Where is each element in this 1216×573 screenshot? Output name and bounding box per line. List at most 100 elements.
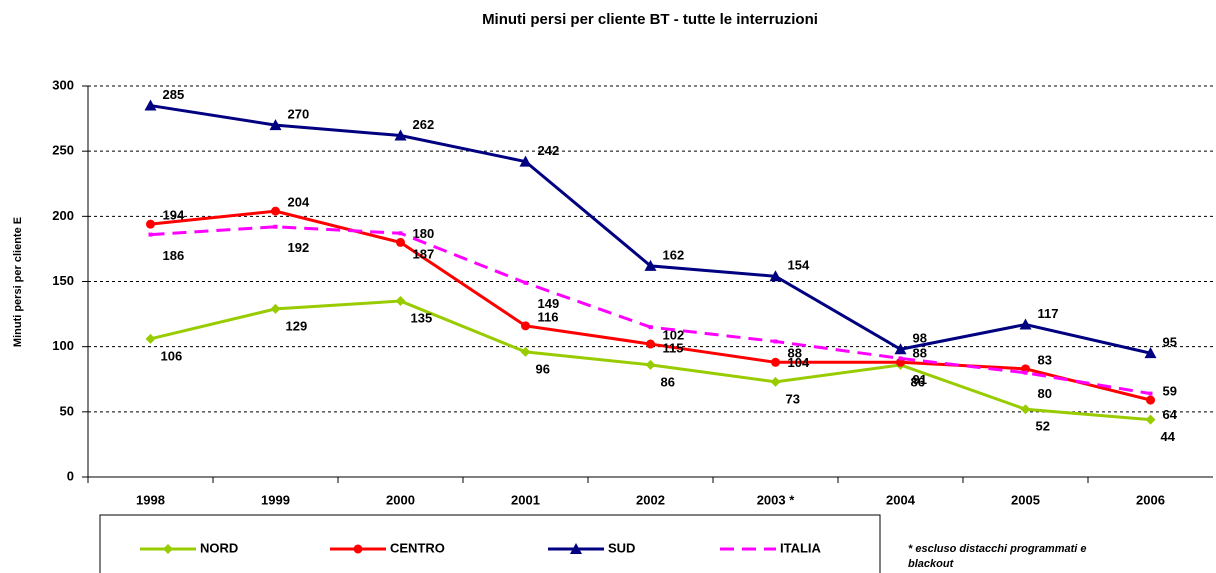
- data-label: 73: [786, 391, 800, 406]
- data-label: 91: [913, 372, 927, 387]
- data-point: [395, 296, 406, 307]
- footnote-line: blackout: [908, 558, 955, 570]
- x-tick-label: 1998: [136, 492, 165, 507]
- legend-label: NORD: [200, 540, 238, 555]
- data-point: [1145, 414, 1156, 425]
- data-point: [269, 119, 282, 131]
- data-point: [644, 259, 657, 271]
- data-point: [394, 129, 407, 141]
- data-point: [1020, 404, 1031, 415]
- x-tick-label: 2004: [886, 492, 916, 507]
- data-label: 86: [911, 374, 925, 389]
- y-tick-label: 200: [52, 208, 74, 223]
- data-label: 129: [286, 318, 308, 333]
- data-label: 154: [788, 258, 810, 273]
- legend-marker: [353, 544, 363, 554]
- y-axis-label: Minuti persi per cliente E: [12, 217, 24, 347]
- data-label: 149: [538, 296, 560, 311]
- legend-marker: [163, 544, 173, 554]
- data-label: 135: [411, 310, 433, 325]
- footnote-line: * escluso distacchi programmati e: [908, 543, 1087, 555]
- data-point: [894, 343, 907, 355]
- data-label: 194: [163, 208, 185, 223]
- legend-label: ITALIA: [780, 540, 822, 555]
- footnote: * escluso distacchi programmati e blackou…: [908, 543, 1087, 570]
- data-point: [769, 270, 782, 282]
- data-point: [1148, 391, 1153, 396]
- x-tick-label: 2002: [636, 492, 665, 507]
- legend-box: [99, 514, 881, 573]
- data-point: [770, 376, 781, 387]
- data-label: 180: [413, 226, 435, 241]
- data-label: 83: [1038, 352, 1052, 367]
- data-label: 285: [163, 87, 185, 102]
- data-label: 242: [538, 143, 560, 158]
- y-tick-label: 50: [60, 403, 74, 418]
- data-point: [270, 303, 281, 314]
- data-label: 80: [1038, 386, 1052, 401]
- legend-label: SUD: [608, 540, 635, 555]
- data-label: 96: [536, 361, 550, 376]
- x-tick-label: 2003 *: [757, 492, 796, 507]
- y-tick-label: 150: [52, 273, 74, 288]
- x-tick-label: 1999: [261, 492, 290, 507]
- data-label: 88: [913, 346, 927, 361]
- series-line: [150, 104, 1151, 355]
- data-point: [396, 237, 405, 247]
- data-point: [146, 219, 155, 229]
- data-label: 52: [1036, 419, 1050, 434]
- data-point: [646, 339, 655, 349]
- data-point: [148, 232, 153, 237]
- data-point: [1023, 370, 1028, 375]
- x-tick-label: 2006: [1136, 492, 1165, 507]
- data-point: [1144, 347, 1157, 359]
- data-point: [1019, 318, 1032, 330]
- data-label: 204: [288, 195, 310, 210]
- data-label: 88: [788, 346, 802, 361]
- x-tick-label: 2005: [1011, 492, 1040, 507]
- legend-label: CENTRO: [390, 540, 445, 555]
- data-point: [645, 359, 656, 370]
- y-tick-label: 100: [52, 338, 74, 353]
- data-label: 117: [1038, 306, 1059, 321]
- data-label: 262: [413, 117, 435, 132]
- data-label: 59: [1163, 384, 1177, 399]
- data-label: 186: [163, 248, 185, 263]
- legend-marker: [570, 543, 582, 554]
- data-label: 44: [1161, 429, 1176, 444]
- x-tick-label: 2001: [511, 492, 540, 507]
- data-label: 116: [538, 309, 559, 324]
- data-label: 192: [288, 240, 310, 255]
- data-point: [144, 99, 157, 111]
- data-label: 64: [1163, 407, 1178, 422]
- data-point: [145, 333, 156, 344]
- data-point: [523, 280, 528, 285]
- chart-title: Minuti persi per cliente BT - tutte le i…: [482, 11, 818, 28]
- data-point: [520, 346, 531, 357]
- data-label: 187: [413, 247, 435, 262]
- data-point: [771, 357, 780, 367]
- data-label: 115: [663, 341, 684, 356]
- y-tick-label: 300: [52, 77, 74, 92]
- data-label: 98: [913, 331, 927, 346]
- data-point: [773, 339, 778, 344]
- data-label: 86: [661, 374, 675, 389]
- data-point: [273, 224, 278, 229]
- data-label: 102: [663, 327, 685, 342]
- data-label: 104: [788, 355, 810, 370]
- data-point: [898, 356, 903, 361]
- data-label: 95: [1163, 335, 1177, 350]
- data-label: 106: [161, 348, 183, 363]
- data-label: 270: [288, 107, 310, 122]
- data-point: [398, 231, 403, 236]
- y-tick-label: 250: [52, 143, 74, 158]
- data-label: 162: [663, 247, 685, 262]
- data-point: [519, 155, 532, 167]
- y-tick-label: 0: [67, 468, 74, 483]
- data-point: [648, 325, 653, 330]
- data-point: [521, 321, 530, 331]
- x-tick-label: 2000: [386, 492, 415, 507]
- data-point: [1146, 395, 1155, 405]
